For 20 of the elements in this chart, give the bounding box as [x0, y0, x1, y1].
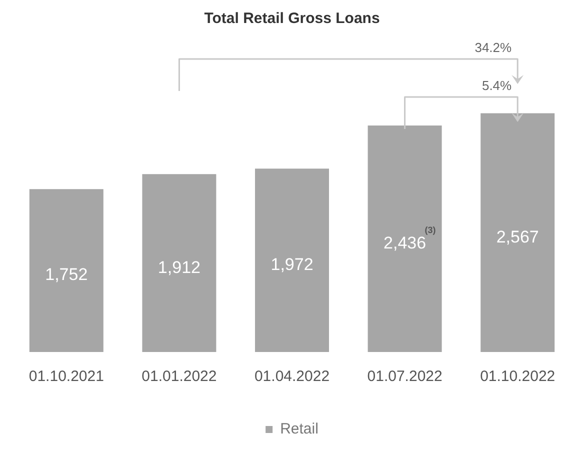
bar	[255, 168, 329, 352]
bar	[29, 189, 104, 352]
x-tick-label: 01.04.2022	[254, 368, 330, 386]
bar	[480, 113, 555, 352]
chart-title: Total Retail Gross Loans	[204, 10, 380, 28]
legend-label: Retail	[280, 420, 318, 438]
bar	[142, 174, 216, 352]
data-label: 2,436	[384, 233, 426, 252]
bar	[368, 125, 442, 352]
x-tick-label: 01.01.2022	[142, 368, 217, 386]
text: 34.2%	[474, 40, 512, 56]
data-label: 1,912	[158, 258, 200, 277]
data-label: 2,567	[496, 227, 539, 246]
annotation: (3)	[424, 225, 436, 236]
x-tick-label: 01.07.2022	[367, 368, 442, 386]
data-label: 1,972	[270, 254, 314, 274]
x-tick-label: 01.10.2022	[480, 368, 556, 386]
x-tick-label: 01.10.2021	[28, 368, 104, 386]
text: 5.4%	[482, 78, 512, 94]
data-label: 1,752	[45, 265, 88, 284]
